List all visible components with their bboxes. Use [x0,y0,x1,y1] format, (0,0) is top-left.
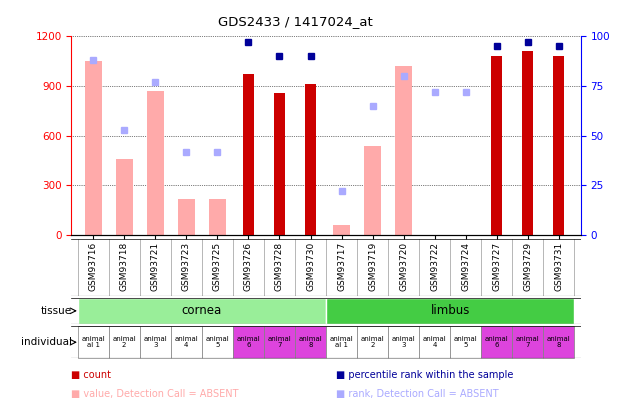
Bar [543,326,574,358]
Text: GSM93721: GSM93721 [151,242,160,291]
Bar [264,326,295,358]
Bar [116,159,133,235]
Text: animal
6: animal 6 [485,336,509,348]
Text: GSM93720: GSM93720 [399,242,408,291]
Text: ■ rank, Detection Call = ABSENT: ■ rank, Detection Call = ABSENT [336,389,499,399]
Bar [109,326,140,358]
Bar [243,74,254,235]
Text: ■ percentile rank within the sample: ■ percentile rank within the sample [336,370,514,380]
Bar [274,93,285,235]
Bar [140,326,171,358]
Text: GSM93724: GSM93724 [461,242,470,291]
Text: GSM93729: GSM93729 [524,242,532,291]
Bar [202,326,233,358]
Bar [333,225,350,235]
Bar [553,56,564,235]
Text: cornea: cornea [182,304,222,318]
Text: animal
4: animal 4 [175,336,198,348]
Text: animal
4: animal 4 [423,336,446,348]
Text: tissue: tissue [41,306,72,316]
Bar [147,91,164,235]
Text: GSM93718: GSM93718 [120,242,129,291]
Text: GSM93727: GSM93727 [492,242,501,291]
Text: limbus: limbus [430,304,470,318]
Text: GSM93726: GSM93726 [244,242,253,291]
Bar [295,326,326,358]
Text: GSM93717: GSM93717 [337,242,346,291]
Text: GSM93731: GSM93731 [555,242,563,291]
Bar [357,326,388,358]
Text: animal
5: animal 5 [206,336,229,348]
Text: animal
7: animal 7 [516,336,540,348]
Text: GSM93723: GSM93723 [182,242,191,291]
Text: animal
al 1: animal al 1 [330,336,353,348]
Bar [233,326,264,358]
Bar [491,56,502,235]
Bar [419,326,450,358]
Bar [481,326,512,358]
Text: GSM93728: GSM93728 [275,242,284,291]
Bar [326,298,574,324]
Text: GDS2433 / 1417024_at: GDS2433 / 1417024_at [217,15,373,28]
Text: animal
8: animal 8 [299,336,322,348]
Bar [364,145,381,235]
Bar [522,51,533,235]
Text: animal
7: animal 7 [268,336,291,348]
Text: animal
2: animal 2 [361,336,384,348]
Bar [78,326,109,358]
Bar [171,326,202,358]
Bar [209,198,226,235]
Text: GSM93725: GSM93725 [213,242,222,291]
Bar [388,326,419,358]
Text: individual: individual [21,337,72,347]
Bar [326,326,357,358]
Bar [512,326,543,358]
Text: animal
5: animal 5 [454,336,478,348]
Text: ■ count: ■ count [71,370,111,380]
Text: animal
3: animal 3 [392,336,415,348]
Text: ■ value, Detection Call = ABSENT: ■ value, Detection Call = ABSENT [71,389,239,399]
Text: GSM93722: GSM93722 [430,242,439,291]
Bar [178,198,195,235]
Bar [395,66,412,235]
Text: animal
al 1: animal al 1 [81,336,105,348]
Text: GSM93730: GSM93730 [306,242,315,291]
Bar [84,61,102,235]
Text: animal
3: animal 3 [143,336,167,348]
Bar [450,326,481,358]
Text: animal
8: animal 8 [547,336,571,348]
Bar [305,84,316,235]
Text: animal
2: animal 2 [112,336,136,348]
Bar [78,298,326,324]
Text: GSM93719: GSM93719 [368,242,377,291]
Text: animal
6: animal 6 [237,336,260,348]
Text: GSM93716: GSM93716 [89,242,97,291]
